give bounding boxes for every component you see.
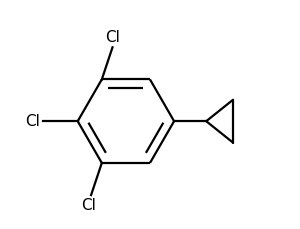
Text: Cl: Cl: [81, 198, 96, 213]
Text: Cl: Cl: [105, 30, 120, 45]
Text: Cl: Cl: [25, 114, 40, 129]
